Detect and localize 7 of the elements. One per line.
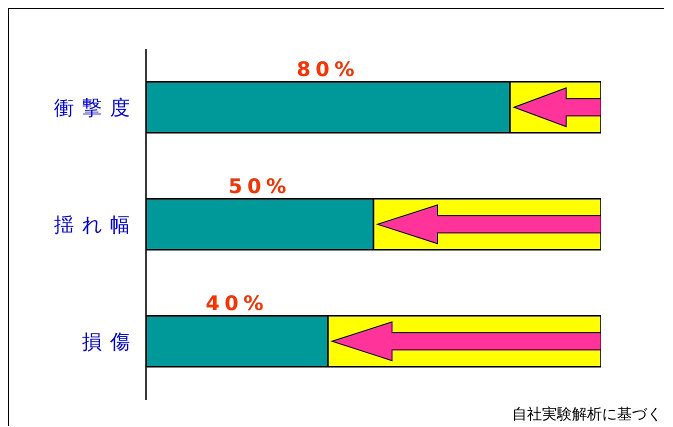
y-tick-label: 衝撃度 bbox=[54, 96, 138, 120]
y-tick-label: 揺れ幅 bbox=[54, 212, 138, 237]
text: 自社実験解析に基づく bbox=[512, 405, 662, 424]
y-tick-label: 損傷 bbox=[82, 330, 138, 354]
data-label: 80% bbox=[296, 56, 360, 81]
data-label: 50% bbox=[228, 174, 292, 198]
data-label: 40% bbox=[206, 290, 268, 315]
